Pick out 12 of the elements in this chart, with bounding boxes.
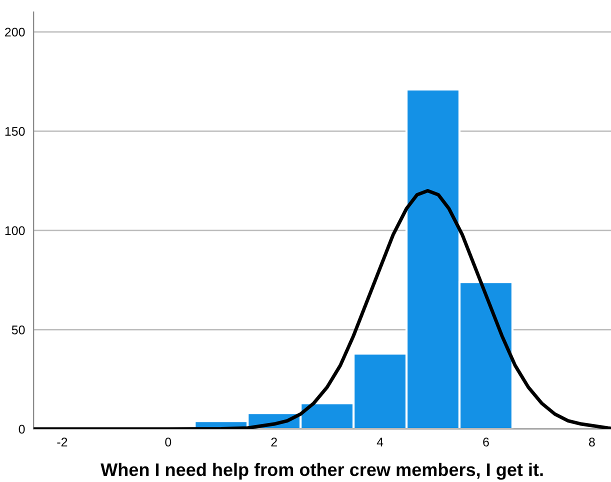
- y-tick-label: 100: [5, 226, 25, 236]
- x-tick-label: -2: [57, 438, 68, 446]
- x-tick-label: 6: [483, 438, 489, 446]
- y-tick-label: 50: [12, 326, 25, 334]
- x-tick-label: 8: [588, 438, 595, 446]
- x-tick-label: 2: [271, 438, 277, 446]
- y-tick-label: 0: [18, 424, 25, 434]
- x-axis-title: When I need help from other crew members, I get it.: [100, 462, 543, 480]
- x-tick-label: 4: [376, 438, 384, 446]
- x-tick-label: 0: [165, 438, 172, 446]
- y-tick-label: 200: [5, 28, 25, 37]
- y-tick-label: 150: [5, 126, 25, 136]
